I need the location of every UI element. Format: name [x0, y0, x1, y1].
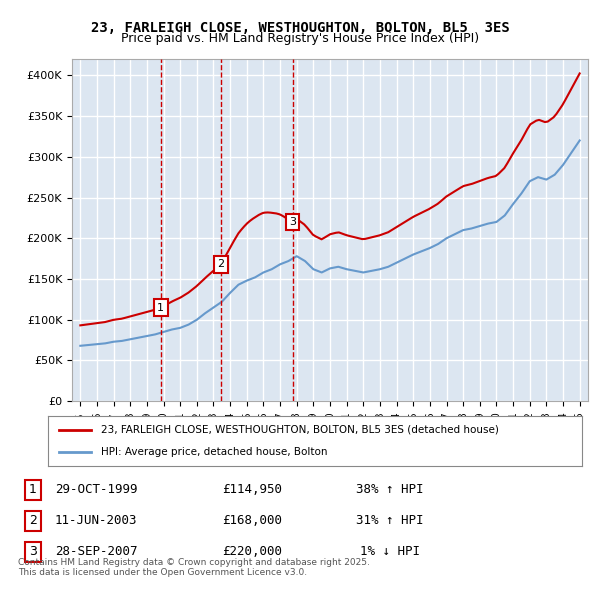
Text: £220,000: £220,000	[222, 545, 282, 558]
Text: Contains HM Land Registry data © Crown copyright and database right 2025.
This d: Contains HM Land Registry data © Crown c…	[18, 558, 370, 577]
Text: 11-JUN-2003: 11-JUN-2003	[55, 514, 137, 527]
Text: 1: 1	[29, 483, 37, 496]
Text: 3: 3	[29, 545, 37, 558]
Text: £168,000: £168,000	[222, 514, 282, 527]
Text: 38% ↑ HPI: 38% ↑ HPI	[356, 483, 424, 496]
Text: Price paid vs. HM Land Registry's House Price Index (HPI): Price paid vs. HM Land Registry's House …	[121, 32, 479, 45]
Text: 2: 2	[217, 260, 224, 269]
Text: HPI: Average price, detached house, Bolton: HPI: Average price, detached house, Bolt…	[101, 447, 328, 457]
Text: 31% ↑ HPI: 31% ↑ HPI	[356, 514, 424, 527]
Text: 2: 2	[29, 514, 37, 527]
Text: 29-OCT-1999: 29-OCT-1999	[55, 483, 137, 496]
Text: 3: 3	[289, 217, 296, 227]
Text: £114,950: £114,950	[222, 483, 282, 496]
Text: 23, FARLEIGH CLOSE, WESTHOUGHTON, BOLTON, BL5 3ES (detached house): 23, FARLEIGH CLOSE, WESTHOUGHTON, BOLTON…	[101, 425, 499, 435]
Text: 23, FARLEIGH CLOSE, WESTHOUGHTON, BOLTON, BL5  3ES: 23, FARLEIGH CLOSE, WESTHOUGHTON, BOLTON…	[91, 21, 509, 35]
Text: 28-SEP-2007: 28-SEP-2007	[55, 545, 137, 558]
Text: 1: 1	[157, 303, 164, 313]
Text: 1% ↓ HPI: 1% ↓ HPI	[360, 545, 420, 558]
